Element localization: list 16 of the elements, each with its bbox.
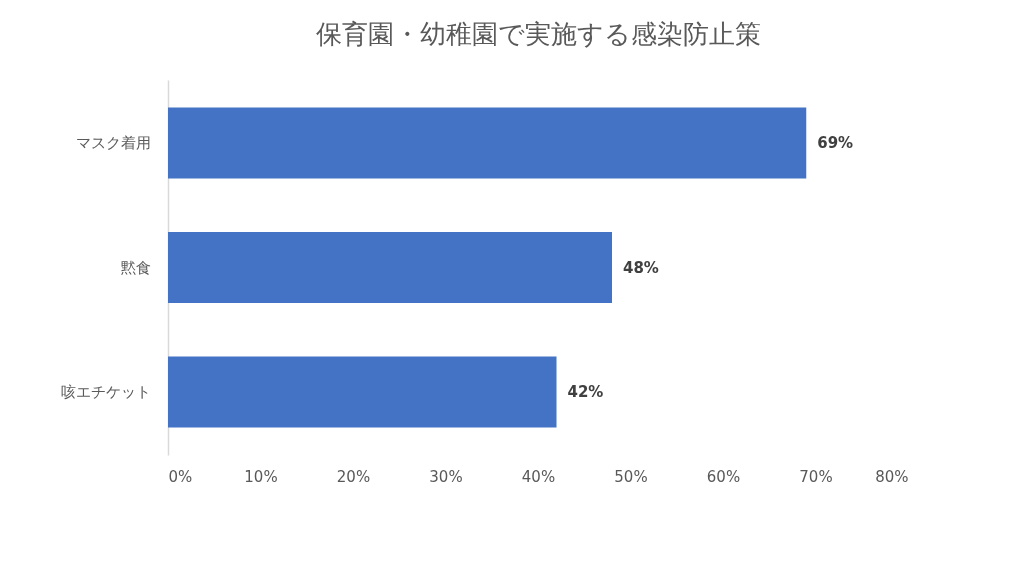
data-label: 69% bbox=[817, 133, 854, 152]
x-tick-label: 30% bbox=[429, 467, 463, 486]
y-tick-label: 咳エチケット bbox=[60, 383, 151, 402]
chart-title: 保育園・幼稚園で実施する感染防止策 bbox=[315, 19, 761, 49]
y-tick-label: マスク着用 bbox=[75, 133, 151, 152]
x-tick-label: 20% bbox=[336, 467, 371, 486]
x-tick-label: 0% bbox=[168, 467, 193, 486]
x-tick-label: 40% bbox=[521, 467, 556, 486]
data-label: 48% bbox=[623, 258, 659, 277]
x-tick-label: 50% bbox=[614, 467, 648, 486]
data-label: 42% bbox=[567, 383, 604, 402]
y-tick-label: 黙食 bbox=[120, 258, 151, 277]
x-tick-label: 70% bbox=[799, 467, 833, 486]
x-tick-label: 10% bbox=[244, 467, 278, 486]
x-tick-label: 60% bbox=[706, 467, 741, 486]
x-tick-label: 80% bbox=[875, 467, 909, 486]
